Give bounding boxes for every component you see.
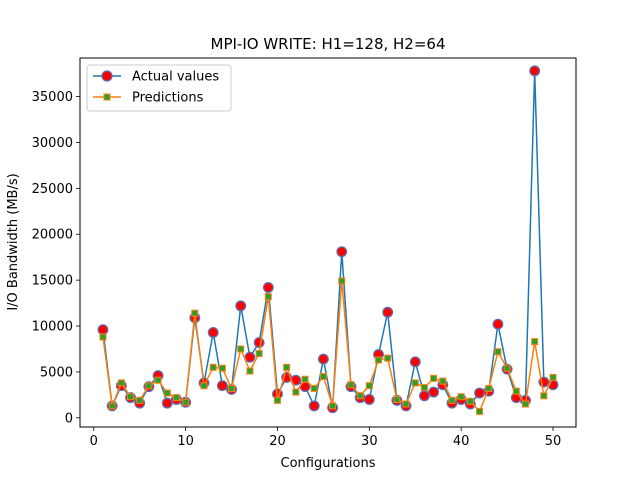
predictions-point [329, 402, 337, 410]
predictions-point [466, 397, 474, 405]
predictions-point [237, 345, 245, 353]
predictions-point [145, 382, 153, 390]
predictions-point [200, 382, 208, 390]
actual-values-point [244, 351, 256, 363]
x-axis-label: Configurations [281, 456, 376, 471]
y-tick-label: 0 [65, 411, 73, 426]
predictions-point [228, 384, 236, 392]
predictions-point [365, 382, 373, 390]
actual-values-point [253, 337, 265, 349]
actual-values-point [363, 394, 375, 405]
predictions-point [356, 392, 364, 400]
predictions-point [182, 398, 190, 406]
predictions-point [117, 379, 125, 387]
predictions-point [439, 377, 447, 385]
predictions-point [209, 363, 217, 371]
predictions-point [108, 402, 116, 410]
predictions-point [512, 387, 520, 395]
predictions-point [292, 388, 300, 396]
predictions-point [347, 381, 355, 389]
predictions-point [99, 333, 107, 341]
predictions-point [191, 309, 199, 317]
predictions-point [255, 350, 263, 358]
actual-values-point [418, 390, 430, 402]
actual-values-point [97, 324, 109, 336]
predictions-point [301, 375, 309, 383]
predictions-point [246, 367, 254, 375]
legend-marker-predictions [103, 93, 111, 101]
predictions-point [494, 348, 502, 356]
x-tick-label: 50 [545, 434, 562, 449]
predictions-point [264, 293, 272, 301]
predictions-point [338, 277, 346, 285]
x-tick-label: 40 [453, 434, 470, 449]
predictions-point [310, 384, 318, 392]
predictions-point [393, 395, 401, 403]
actual-values-point [317, 353, 329, 365]
actual-values-point [492, 318, 504, 330]
legend-marker-actual [101, 70, 113, 82]
x-tick-label: 0 [90, 434, 98, 449]
y-axis: 0 5000 10000 15000 20000 25000 30000 35000 [32, 90, 80, 426]
predictions-point [402, 400, 410, 408]
axes-frame [79, 57, 577, 428]
predictions-point [420, 384, 428, 392]
predictions-point [163, 389, 171, 397]
predictions-point [531, 338, 539, 346]
x-axis: 0 10 20 30 40 50 [90, 427, 562, 449]
y-tick-label: 25000 [32, 182, 73, 197]
x-tick-label: 30 [361, 434, 378, 449]
predictions-point [448, 396, 456, 404]
predictions-point [136, 396, 144, 404]
plot-area [97, 65, 559, 415]
y-tick-label: 30000 [32, 136, 73, 151]
actual-values-point [474, 387, 486, 399]
actual-values-point [529, 65, 541, 77]
legend-label-actual: Actual values [132, 70, 219, 85]
actual-values-point [207, 327, 219, 338]
legend-label-predictions: Predictions [132, 91, 204, 106]
y-axis-label: I/O Bandwidth (MB/s) [6, 173, 21, 310]
actual-values-point [336, 246, 348, 258]
predictions-point [384, 354, 392, 362]
predictions-point [485, 384, 493, 392]
chart-title: MPI-IO WRITE: H1=128, H2=64 [211, 35, 446, 53]
predictions-point [273, 396, 281, 404]
predictions-point [457, 393, 465, 401]
predictions-point [375, 356, 383, 364]
y-tick-label: 20000 [32, 228, 73, 243]
actual-values-point [409, 356, 421, 368]
actual-values-point [308, 400, 320, 412]
x-tick-label: 20 [269, 434, 286, 449]
predictions-point [411, 379, 419, 387]
predictions-point [540, 392, 548, 400]
predictions-point [319, 373, 327, 381]
y-tick-label: 15000 [32, 274, 73, 289]
predictions-point [549, 373, 557, 381]
predictions-point [521, 400, 529, 408]
actual-values-point [161, 397, 173, 409]
predictions-point [476, 407, 484, 415]
y-tick-label: 5000 [40, 365, 73, 380]
predictions-point [218, 364, 226, 372]
actual-values-point [235, 300, 247, 312]
predictions-point [430, 374, 438, 382]
predictions-point [283, 363, 291, 371]
predictions-point [127, 393, 135, 401]
predictions-point [503, 364, 511, 372]
predictions-point [154, 376, 162, 384]
legend: Actual values Predictions [86, 64, 232, 112]
actual-values-point [428, 386, 440, 398]
actual-values-point [262, 282, 274, 293]
actual-values-point [382, 306, 394, 318]
legend-box [86, 64, 232, 112]
predictions-point [172, 394, 180, 402]
x-tick-label: 10 [177, 434, 194, 449]
actual-values-point [216, 380, 228, 392]
y-tick-label: 35000 [32, 90, 73, 105]
y-tick-label: 10000 [32, 320, 73, 335]
